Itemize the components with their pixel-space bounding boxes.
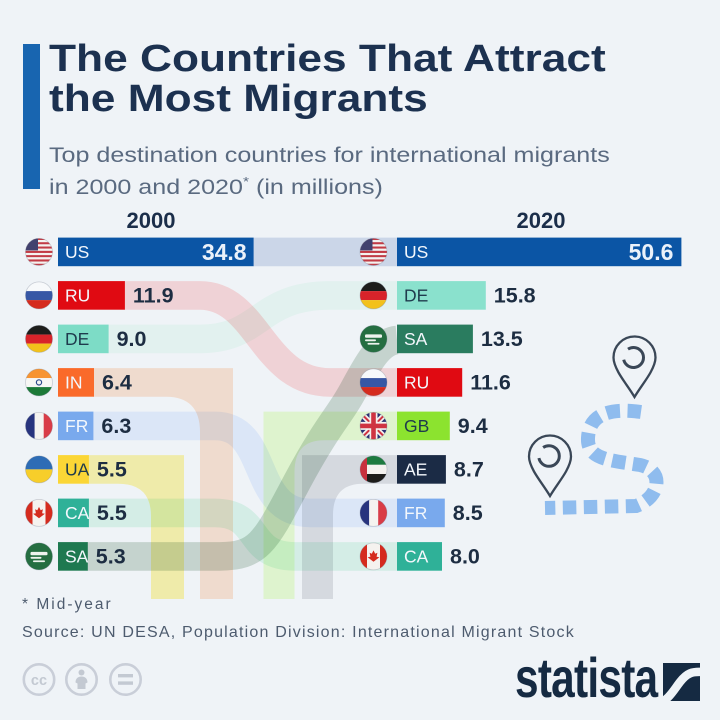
svg-text:6.4: 6.4 xyxy=(102,370,132,394)
svg-text:RU: RU xyxy=(65,286,90,306)
svg-text:UA: UA xyxy=(65,460,90,480)
svg-text:50.6: 50.6 xyxy=(629,239,674,265)
svg-text:8.7: 8.7 xyxy=(454,457,484,481)
svg-text:RU: RU xyxy=(404,373,429,393)
svg-text:SA: SA xyxy=(404,329,428,349)
svg-text:13.5: 13.5 xyxy=(481,327,523,351)
svg-text:11.9: 11.9 xyxy=(133,283,174,307)
svg-text:FR: FR xyxy=(65,416,88,436)
svg-text:5.5: 5.5 xyxy=(97,457,127,481)
svg-text:34.8: 34.8 xyxy=(202,239,247,265)
svg-text:FR: FR xyxy=(404,503,427,523)
svg-text:IN: IN xyxy=(65,373,83,393)
svg-text:CA: CA xyxy=(65,503,90,523)
svg-text:9.4: 9.4 xyxy=(458,414,488,438)
svg-text:6.3: 6.3 xyxy=(101,414,131,438)
svg-text:5.5: 5.5 xyxy=(97,501,127,525)
svg-text:DE: DE xyxy=(404,286,428,306)
svg-text:8.0: 8.0 xyxy=(450,544,480,568)
svg-text:GB: GB xyxy=(404,416,429,436)
svg-text:9.0: 9.0 xyxy=(117,327,147,351)
svg-text:SA: SA xyxy=(65,547,89,567)
svg-text:US: US xyxy=(404,242,428,262)
svg-text:8.5: 8.5 xyxy=(453,501,483,525)
svg-text:CA: CA xyxy=(404,547,429,567)
svg-text:5.3: 5.3 xyxy=(96,544,126,568)
svg-text:AE: AE xyxy=(404,460,427,480)
svg-text:US: US xyxy=(65,242,89,262)
svg-text:15.8: 15.8 xyxy=(494,283,536,307)
svg-text:DE: DE xyxy=(65,329,89,349)
svg-text:11.6: 11.6 xyxy=(470,370,511,394)
